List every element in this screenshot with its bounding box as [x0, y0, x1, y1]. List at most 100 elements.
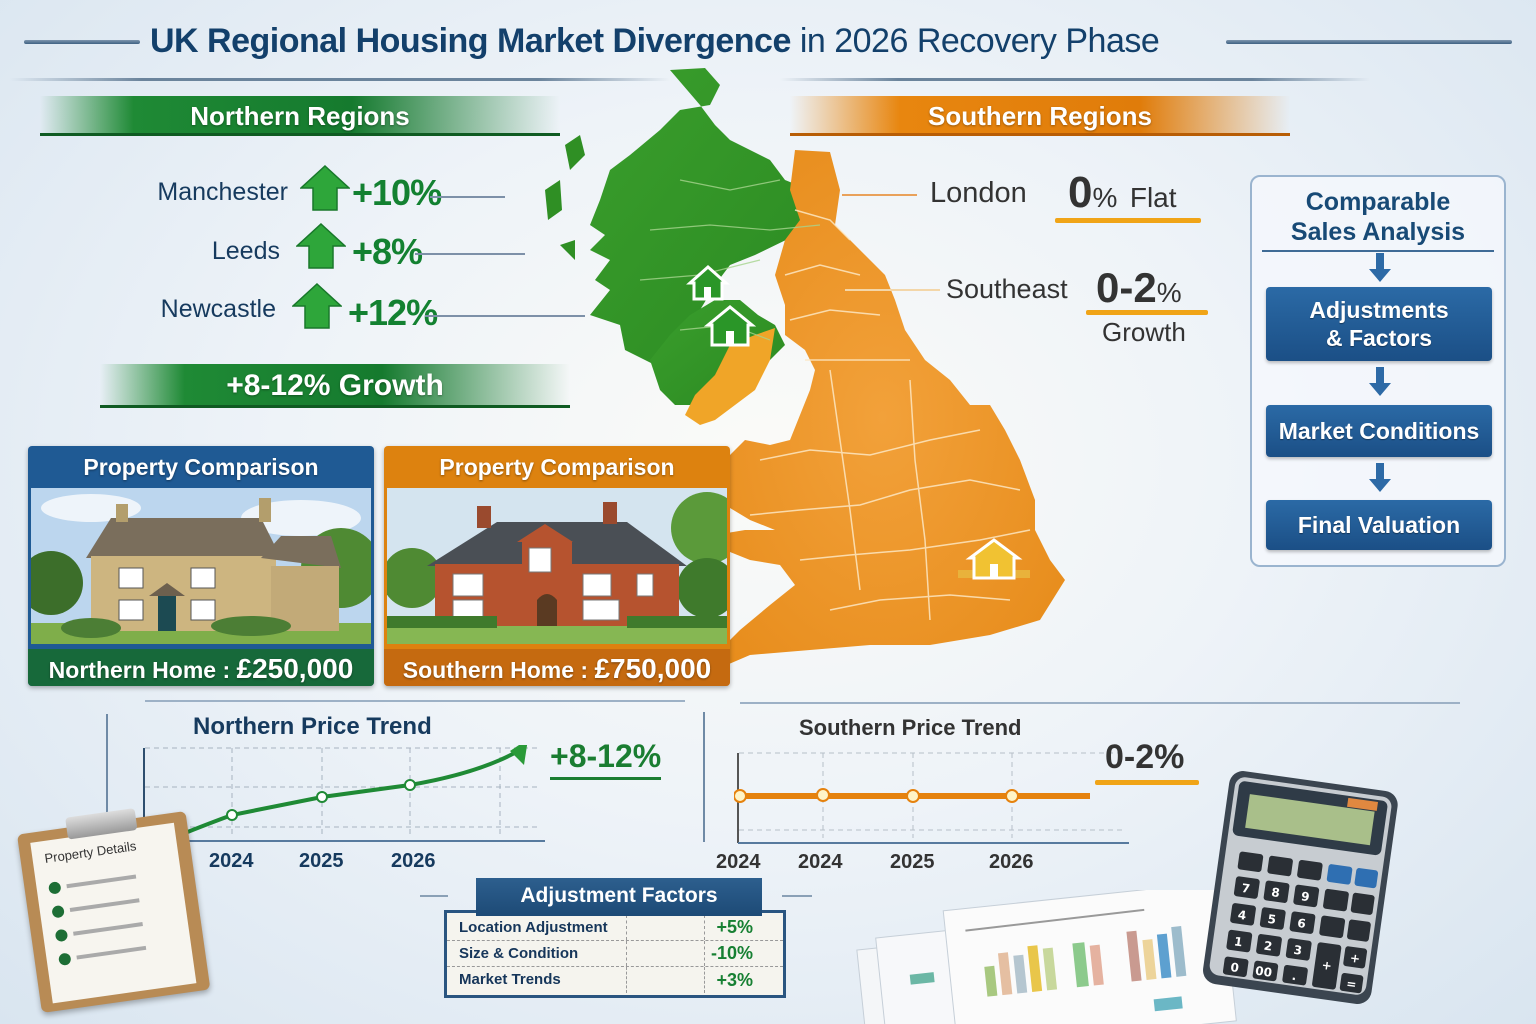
city-change: +8% [352, 231, 423, 272]
flow-step-label: Market Conditions [1278, 418, 1480, 444]
flow-step-adjustments[interactable]: Adjustments & Factors [1266, 287, 1492, 361]
card-footer: Northern Home : £250,000 [28, 649, 374, 686]
up-arrow-icon [300, 165, 350, 211]
arrow-down-icon [1369, 463, 1391, 492]
house-icon [703, 305, 757, 347]
divider [780, 78, 1370, 81]
x-axis-label: 2025 [299, 850, 344, 872]
x-axis-label: 2026 [391, 850, 436, 872]
southern-trend-annotation: 0-2% [1105, 738, 1184, 777]
flow-title: Comparable Sales Analysis [1252, 187, 1504, 247]
house-icon [958, 538, 1030, 580]
factor-label: Market Trends [447, 967, 627, 993]
x-axis-label: 2024 [798, 851, 843, 873]
house-icon [686, 264, 730, 301]
svg-text:+: + [1349, 951, 1361, 966]
region-value-unit: % [1092, 182, 1118, 213]
title-rule-right [1226, 40, 1512, 44]
region-label: London [930, 177, 1027, 209]
leader-line [415, 253, 525, 255]
northern-growth-banner: +8-12% Growth [100, 364, 570, 408]
factor-value: +3% [716, 969, 753, 990]
svg-text:3: 3 [1293, 943, 1303, 958]
comparable-sales-flow: Comparable Sales Analysis Adjustments & … [1250, 175, 1506, 567]
factor-label: Size & Condition [447, 941, 627, 966]
region-value-number: 0 [1068, 168, 1093, 217]
card-footer: Southern Home : £750,000 [384, 649, 730, 686]
divider [420, 895, 448, 897]
page-title-bold: UK Regional Housing Market Divergence [150, 22, 791, 60]
svg-text:0: 0 [1230, 960, 1240, 975]
adjustment-factors-table: Location Adjustment +5% Size & Condition… [444, 878, 786, 998]
property-card-northern[interactable]: Property Comparison Northern Home : £250… [28, 446, 374, 686]
region-label: Southeast [946, 274, 1068, 304]
svg-text:2: 2 [1263, 939, 1273, 954]
region-value: 0-2% [1096, 264, 1182, 312]
svg-text:5: 5 [1267, 912, 1277, 927]
region-underline [1086, 310, 1208, 315]
southern-trend-chart [734, 752, 1129, 844]
divider [740, 702, 1460, 704]
northern-regions-banner: Northern Regions [40, 96, 560, 136]
card-header: Property Comparison [439, 454, 675, 480]
uk-map [545, 68, 1065, 685]
table-row: Location Adjustment +5% [447, 915, 783, 941]
title-rule-left [24, 40, 140, 44]
divider [703, 712, 705, 842]
region-underline [1055, 218, 1201, 223]
x-axis-label: 2025 [890, 851, 935, 873]
southern-trend-title: Southern Price Trend [799, 715, 1022, 740]
card-price: £250,000 [236, 653, 354, 684]
svg-text:00: 00 [1254, 964, 1272, 980]
northern-trend-chart [143, 745, 545, 842]
svg-text:9: 9 [1300, 889, 1310, 904]
svg-text:4: 4 [1237, 908, 1247, 923]
svg-text:6: 6 [1296, 916, 1306, 931]
stone-house-photo [28, 488, 374, 644]
wales-nw-region [685, 328, 775, 425]
arrow-down-icon [1369, 253, 1391, 282]
flow-divider [1262, 250, 1494, 252]
svg-text:8: 8 [1270, 885, 1280, 900]
adjustment-factors-title: Adjustment Factors [476, 878, 762, 916]
property-card-southern[interactable]: Property Comparison Southern Home : £750… [384, 446, 730, 686]
page-title-light: in 2026 Recovery Phase [799, 22, 1160, 60]
region-note: Growth [1102, 317, 1186, 347]
divider [145, 700, 685, 702]
factor-value: +5% [716, 917, 753, 937]
brick-house-photo [384, 488, 730, 644]
flow-step-label: Final Valuation [1297, 512, 1461, 538]
svg-text:+: + [1321, 958, 1333, 973]
flow-step-final-valuation[interactable]: Final Valuation [1266, 500, 1492, 550]
adjustment-table-body: Location Adjustment +5% Size & Condition… [444, 910, 786, 998]
divider [106, 714, 108, 814]
flow-step-label: & Factors [1325, 325, 1433, 351]
southern-trend-annotation-text: 0-2% [1105, 738, 1185, 776]
leader-line [425, 315, 585, 317]
flow-title-line2: Sales Analysis [1290, 218, 1466, 246]
scotland-region [590, 68, 830, 365]
city-label: Leeds [211, 237, 280, 265]
card-price-label: Southern Home : [402, 657, 589, 683]
city-label: Manchester [157, 178, 288, 206]
report-papers [856, 890, 1237, 1024]
city-label: Newcastle [160, 295, 276, 323]
city-change: +10% [352, 172, 442, 213]
svg-text:=: = [1345, 976, 1357, 991]
leader-line [842, 194, 917, 196]
northern-trend-title: Northern Price Trend [193, 713, 432, 740]
arrow-down-icon [1369, 367, 1391, 396]
southern-trend-underline [1095, 780, 1199, 785]
northern-trend-annotation: +8-12% [550, 738, 662, 780]
flow-step-market-conditions[interactable]: Market Conditions [1266, 405, 1492, 457]
card-header: Property Comparison [83, 454, 319, 480]
southern-regions-banner: Southern Regions [790, 96, 1290, 136]
up-arrow-icon [292, 283, 342, 329]
factor-label: Location Adjustment [447, 915, 627, 940]
up-arrow-icon [296, 223, 346, 269]
x-axis-label: 2024 [209, 850, 254, 872]
page-title: UK Regional Housing Market Divergence in… [150, 22, 1160, 61]
svg-text:1: 1 [1233, 934, 1243, 949]
flow-step-label: Adjustments [1309, 297, 1449, 323]
